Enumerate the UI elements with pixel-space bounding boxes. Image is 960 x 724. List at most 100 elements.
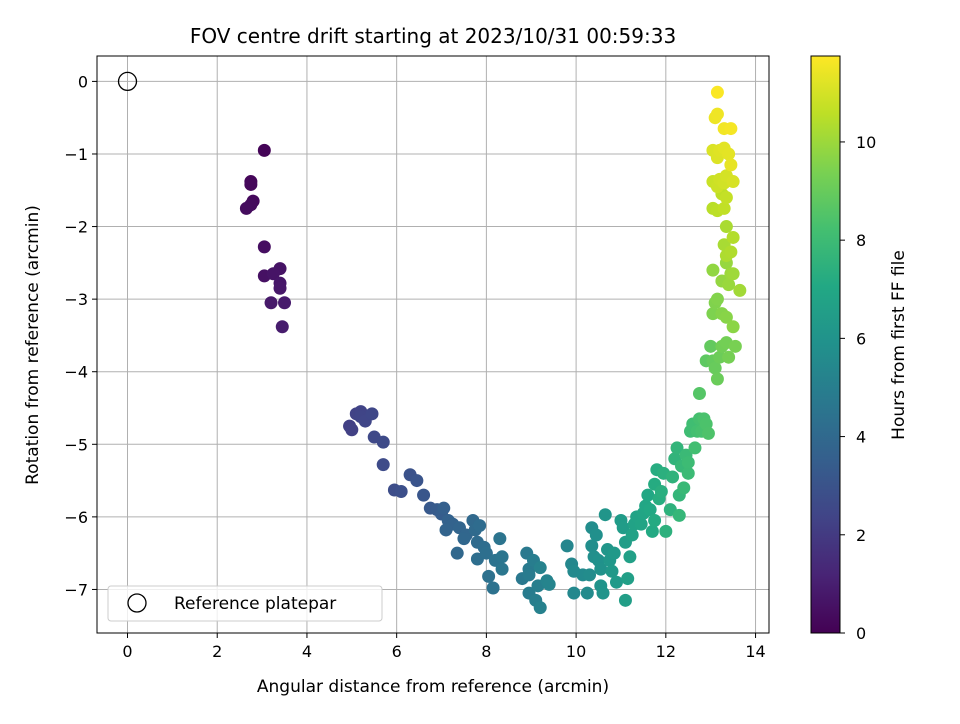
data-points [239, 85, 747, 615]
y-tick-label: −3 [64, 290, 88, 309]
data-point [621, 572, 635, 586]
data-point [264, 296, 278, 310]
colorbar-tick-label: 2 [856, 526, 866, 545]
data-point [623, 550, 637, 564]
colorbar-ticks: 0 2 4 6 8 10 [840, 133, 876, 643]
data-point [710, 107, 724, 121]
legend-label: Reference platepar [174, 594, 336, 614]
data-point [681, 466, 695, 480]
y-tick-label: −1 [64, 145, 88, 164]
data-point [681, 455, 695, 469]
data-point [417, 488, 431, 502]
colorbar-tick-label: 10 [856, 133, 876, 152]
y-tick-label: −6 [64, 508, 88, 527]
y-tick-label: 0 [78, 72, 88, 91]
grid-lines [97, 56, 769, 633]
data-point [345, 423, 359, 437]
data-point [266, 267, 280, 281]
data-point [585, 539, 599, 553]
data-point [273, 281, 287, 295]
data-point [724, 245, 738, 259]
data-point [719, 310, 733, 324]
data-point [726, 320, 740, 334]
data-point [643, 503, 657, 517]
data-point [278, 296, 292, 310]
legend-box [107, 585, 383, 622]
data-point [713, 350, 727, 364]
data-point [486, 581, 500, 595]
data-point [654, 484, 668, 498]
data-point [473, 519, 487, 533]
data-point [659, 524, 673, 538]
data-point [410, 474, 424, 488]
data-point [495, 562, 509, 576]
y-tick-label: −2 [64, 218, 88, 237]
data-point [376, 458, 390, 472]
data-point [479, 546, 493, 560]
data-point [567, 586, 581, 600]
data-point [706, 307, 720, 321]
data-point [722, 350, 736, 364]
x-tick-label: 14 [745, 642, 765, 661]
data-point [607, 546, 621, 560]
data-point [726, 267, 740, 281]
data-point [724, 158, 738, 172]
y-axis-label: Rotation from reference (arcmin) [23, 205, 43, 485]
colorbar-tick-label: 0 [856, 624, 866, 643]
data-point [717, 201, 731, 215]
data-point [710, 292, 724, 306]
y-tick-label: −4 [64, 363, 88, 382]
data-point [672, 508, 686, 522]
data-point [706, 263, 720, 277]
data-point [376, 435, 390, 449]
data-point [648, 514, 662, 528]
y-axis-ticks: 0 −1 −2 −3 −4 −5 −6 −7 [64, 72, 97, 599]
data-point [257, 240, 271, 254]
x-tick-label: 6 [392, 642, 402, 661]
reference-point-marker [117, 71, 138, 92]
data-point [275, 320, 289, 334]
data-point [625, 528, 639, 542]
data-point [719, 191, 733, 205]
data-point [257, 143, 271, 157]
data-point [724, 122, 738, 136]
data-point [708, 361, 722, 375]
data-point [583, 568, 597, 582]
data-point [728, 339, 742, 353]
data-point [244, 177, 258, 191]
data-point [726, 175, 740, 189]
y-tick-label: −7 [64, 580, 88, 599]
data-point [710, 85, 724, 99]
data-point [365, 407, 379, 421]
data-point [542, 577, 556, 591]
colorbar: 0 2 4 6 8 10 Hours from first FF file [810, 55, 909, 643]
data-point [618, 593, 632, 607]
legend-marker-icon [127, 593, 147, 613]
x-tick-label: 4 [302, 642, 312, 661]
data-point [533, 601, 547, 615]
colorbar-tick-label: 6 [856, 329, 866, 348]
legend: Reference platepar [107, 585, 383, 622]
data-point [533, 561, 547, 575]
y-tick-label: −5 [64, 435, 88, 454]
data-point [666, 470, 680, 484]
data-point [677, 481, 691, 495]
colorbar-label: Hours from first FF file [889, 250, 909, 440]
x-tick-label: 0 [122, 642, 132, 661]
data-point [457, 532, 471, 546]
data-point [726, 230, 740, 244]
x-tick-label: 2 [212, 642, 222, 661]
data-point [634, 517, 648, 531]
data-point [598, 508, 612, 522]
data-point [710, 372, 724, 386]
data-point [692, 386, 706, 400]
data-point [645, 524, 659, 538]
chart-title: FOV centre drift starting at 2023/10/31 … [190, 24, 676, 48]
data-point [495, 550, 509, 564]
data-point [560, 539, 574, 553]
data-point [493, 532, 507, 546]
data-point [594, 562, 608, 576]
x-axis-label: Angular distance from reference (arcmin) [257, 677, 609, 697]
data-point [239, 201, 253, 215]
